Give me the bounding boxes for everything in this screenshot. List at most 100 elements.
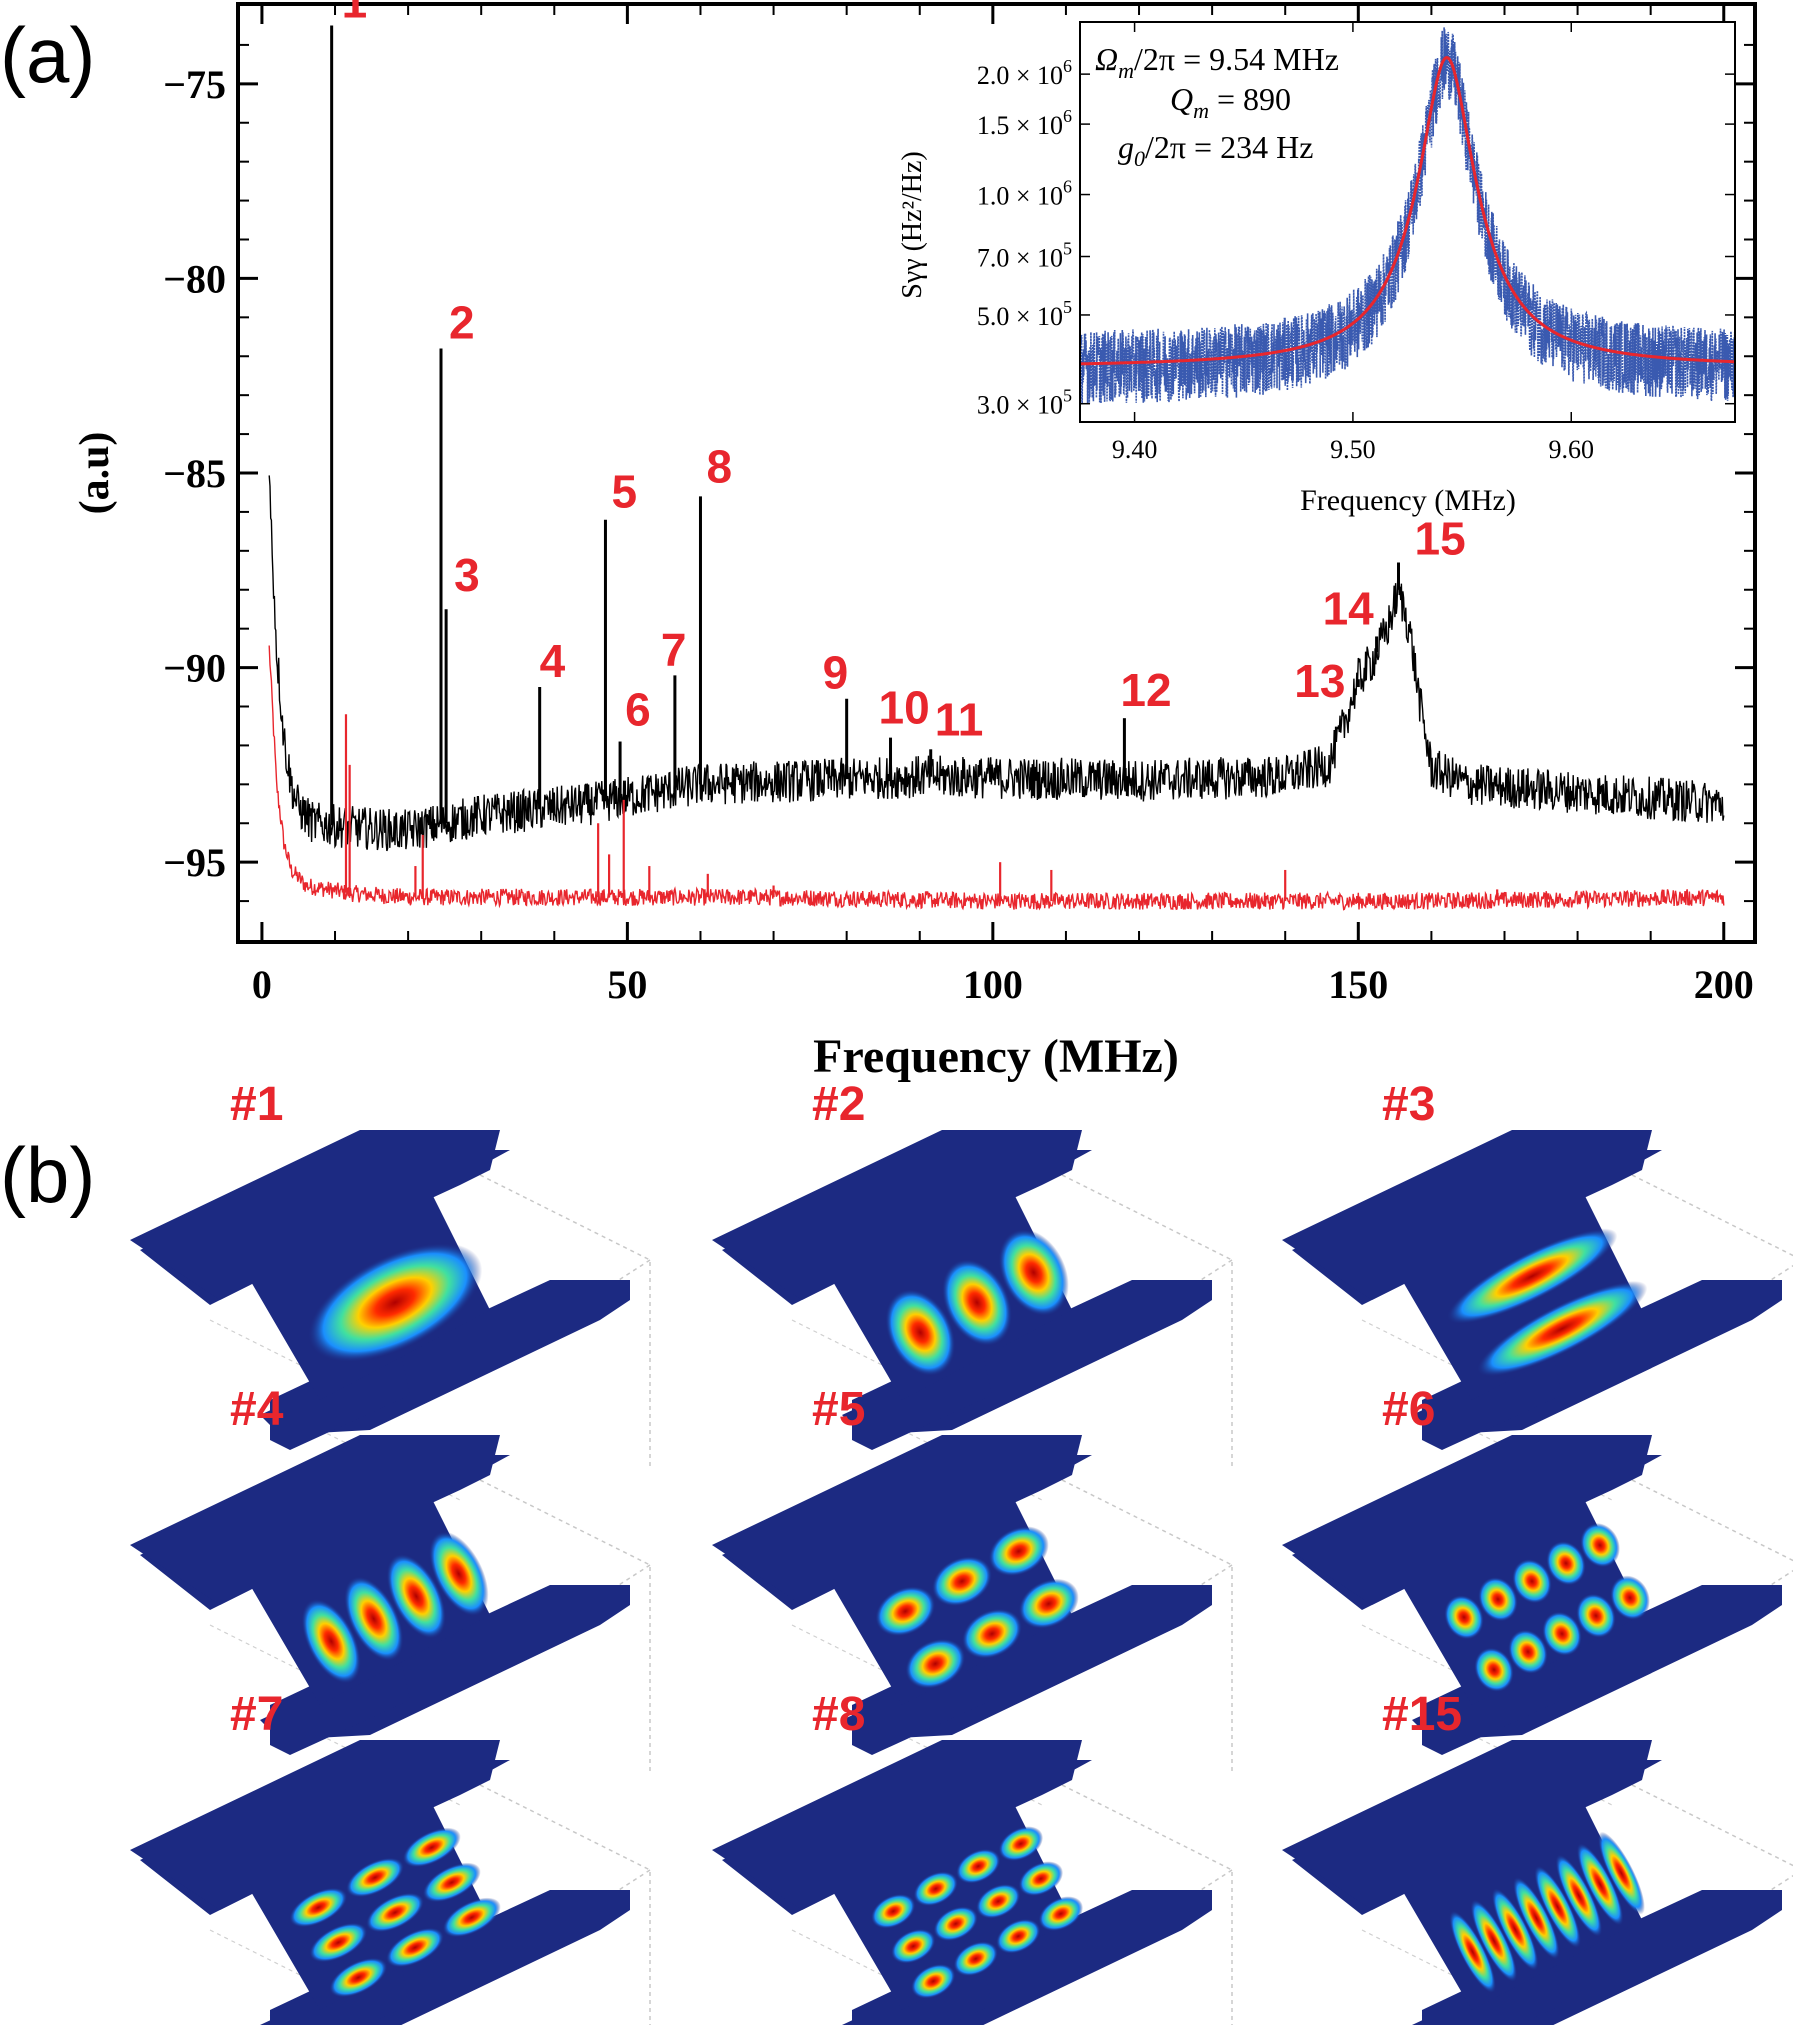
panel-label-a: (a) <box>0 11 95 99</box>
peak-label-5: 5 <box>611 466 637 518</box>
mode-lobe <box>1576 1593 1616 1638</box>
mode-lobe <box>955 1848 1001 1884</box>
mode-lobe <box>998 1826 1044 1862</box>
mode-lobe <box>1470 1899 1518 1982</box>
mode-plate <box>712 1130 1233 1501</box>
mode-plate <box>130 1130 651 1501</box>
upper-pad-body <box>1282 1740 1652 1910</box>
mode-lobe <box>1580 1523 1620 1568</box>
upper-pad-body <box>712 1435 1082 1605</box>
mode-lobe <box>1597 1831 1645 1915</box>
mode-lobe <box>1512 1559 1552 1604</box>
mode-lobe <box>1474 1647 1514 1692</box>
panel-label-b: (b) <box>0 1131 95 1219</box>
mode-lobe <box>385 1927 445 1968</box>
peak-label-2: 2 <box>449 296 475 348</box>
peak-label-10: 10 <box>879 682 930 734</box>
mode-lobe <box>910 1963 956 1999</box>
axis-box-grid <box>791 1929 913 2025</box>
mode-lobe <box>344 1576 404 1662</box>
mode-lobe <box>870 1893 916 1929</box>
upper-pad-body <box>130 1130 500 1300</box>
mode-lobe <box>307 1243 483 1362</box>
main-x-axis-label: Frequency (MHz) <box>813 1030 1179 1083</box>
mode-lobe <box>402 1827 461 1868</box>
mode-lobe <box>998 1229 1069 1316</box>
mode-lobe <box>345 1857 405 1898</box>
y-tick-label: −80 <box>163 256 226 301</box>
mode-lobe <box>875 1586 936 1637</box>
mode-lobe <box>905 1638 966 1689</box>
mode-label: #5 <box>812 1383 865 1436</box>
axis-box-grid <box>1361 1929 1483 2025</box>
mode-lobe <box>289 1887 348 1928</box>
mode-lobe <box>429 1531 489 1617</box>
inset-y-tick-label: 7.0 × 105 <box>977 239 1072 273</box>
mode-lobe <box>1546 1541 1586 1586</box>
mode-lobe <box>1512 1876 1560 1960</box>
y-tick-label: −95 <box>163 840 226 885</box>
mode-lobe <box>1508 1629 1548 1674</box>
mode-lobe <box>961 1608 1023 1659</box>
peak-label-13: 13 <box>1294 655 1345 707</box>
series-trace-black <box>268 475 1725 852</box>
mode-lobe <box>941 1259 1013 1346</box>
inset-x-tick-label: 9.60 <box>1549 435 1595 464</box>
mode-lobe <box>1018 1578 1079 1629</box>
mode-lobe <box>1444 1595 1484 1640</box>
inset-plot-frame <box>1079 21 1736 423</box>
mode-lobe <box>1478 1577 1518 1622</box>
lower-pad-foot <box>852 1348 992 1450</box>
inset-y-axis-label: Sγγ (Hz²/Hz) <box>897 151 928 298</box>
inset-y-tick-label: 1.0 × 106 <box>977 177 1072 211</box>
mode-label: #6 <box>1382 1383 1435 1436</box>
inset-y-tick-label: 3.0 × 105 <box>977 386 1072 420</box>
mode-lobe <box>442 1897 501 1938</box>
peak-label-8: 8 <box>706 440 732 492</box>
inset-y-tick-label: 5.0 × 105 <box>977 297 1072 331</box>
inset-x-tick-label: 9.40 <box>1112 435 1158 464</box>
mode-lobe <box>1542 1611 1582 1656</box>
x-tick-label: 0 <box>252 962 272 1007</box>
main-y-axis-label: (a.u) <box>72 432 118 515</box>
mode-label: #7 <box>230 1688 283 1741</box>
mode-lobe <box>913 1871 959 1907</box>
mode-lobe <box>1018 1861 1064 1897</box>
inset-annotation: Qm = 890 <box>1170 81 1291 123</box>
mode-lobe <box>1476 1280 1648 1377</box>
lower-pad-foot <box>852 1653 992 1755</box>
mode-lobe <box>1491 1888 1539 1971</box>
peak-label-9: 9 <box>823 647 849 699</box>
mode-lobe <box>386 1553 446 1639</box>
mode-lobe <box>885 1289 956 1376</box>
mode-label: #2 <box>812 1078 865 1131</box>
upper-pad-body <box>1282 1130 1652 1300</box>
peak-label-12: 12 <box>1120 664 1171 716</box>
upper-pad-body <box>1282 1435 1652 1605</box>
inset-annotation: g0/2π = 234 Hz <box>1118 129 1313 171</box>
mode-lobe <box>975 1883 1021 1919</box>
y-tick-label: −75 <box>163 62 226 107</box>
mode-lobe <box>953 1941 999 1977</box>
mode-plate <box>130 1740 651 2025</box>
x-tick-label: 150 <box>1328 962 1388 1007</box>
mode-lobe <box>422 1862 481 1903</box>
lower-pad-foot <box>1422 1653 1562 1755</box>
peak-label-6: 6 <box>625 684 651 736</box>
mode-lobe <box>1555 1854 1603 1937</box>
x-tick-label: 50 <box>607 962 647 1007</box>
peak-label-1: 1 <box>342 0 368 27</box>
mode-plate <box>712 1740 1233 2025</box>
series-trace-red <box>268 645 1725 911</box>
lower-pad-foot <box>1422 1348 1562 1450</box>
inset-chart: 9.40 9.50 9.60 3.0 × 105 5.0 × 105 7.0 × 105… <box>897 21 1736 517</box>
mode-lobe <box>309 1922 368 1963</box>
axis-box-grid <box>209 1929 331 2025</box>
inset-annotation: Ωm/2π = 9.54 MHz <box>1095 41 1339 83</box>
mode-plate <box>1282 1435 1793 1806</box>
upper-pad-body <box>130 1435 500 1605</box>
mode-lobe <box>933 1906 979 1942</box>
mode-label: #15 <box>1382 1688 1462 1741</box>
mode-label: #1 <box>230 1078 283 1131</box>
